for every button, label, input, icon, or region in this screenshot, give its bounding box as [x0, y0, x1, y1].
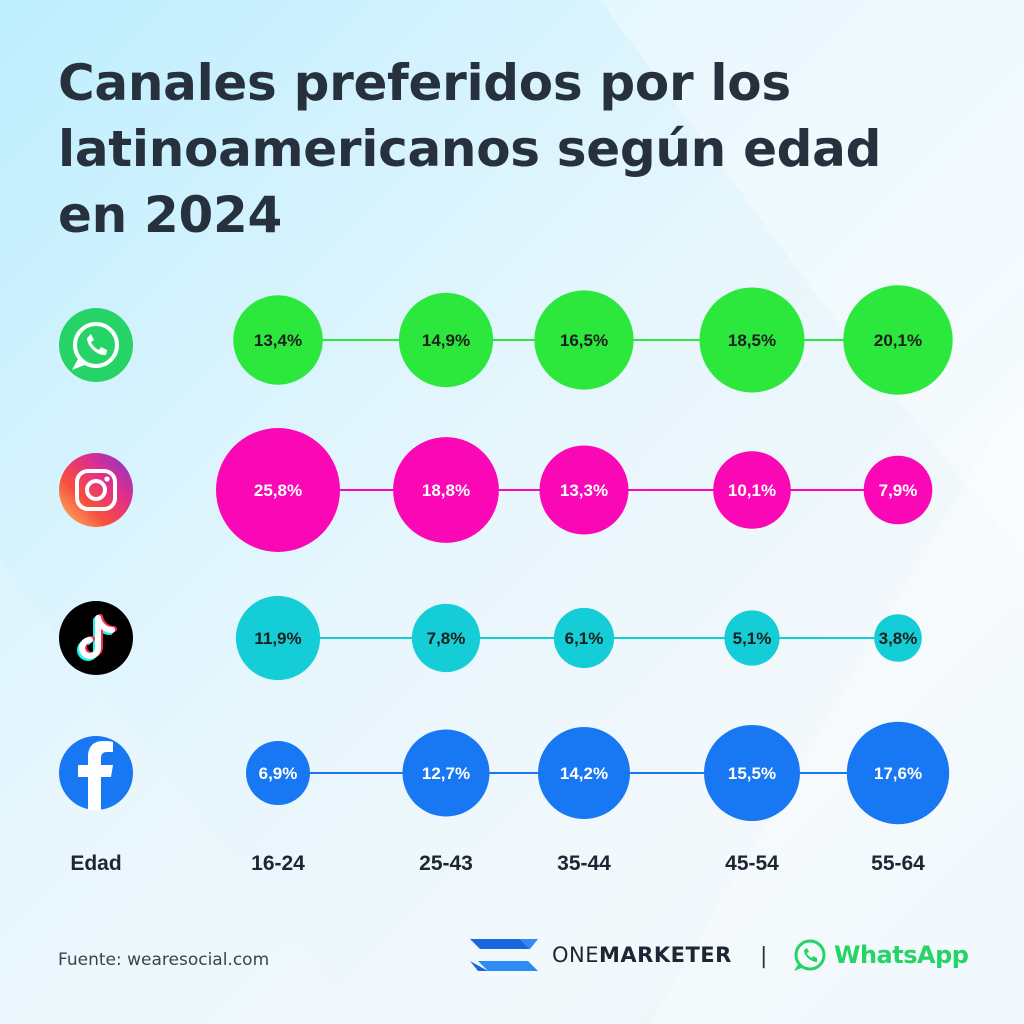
data-bubble [402, 729, 490, 817]
x-axis-label: Edad [70, 852, 121, 875]
data-bubble [398, 292, 494, 388]
data-label: 10,1% [728, 481, 776, 500]
chart-title: Canales preferidos por los latinoamerica… [58, 54, 882, 244]
series-row-tiktok: 11,9% 7,8% 6,1% 5,1% 3,8% [235, 595, 922, 681]
data-bubble [713, 451, 791, 529]
data-bubble [874, 614, 922, 662]
data-bubble [843, 285, 953, 395]
series-row-facebook: 6,9% 12,7% 14,2% 15,5% 17,6% [246, 721, 950, 825]
data-bubble [216, 428, 340, 552]
onemarketer-text-light: ONE [552, 943, 600, 967]
data-label: 18,8% [422, 481, 470, 500]
onemarketer-text-bold: MARKETER [599, 943, 732, 967]
brand-separator: | [760, 944, 768, 969]
data-label: 6,9% [259, 764, 298, 783]
data-bubble [534, 290, 634, 390]
x-tick-label: 16-24 [251, 852, 305, 875]
data-label: 25,8% [254, 481, 302, 500]
facebook-icon [59, 736, 133, 810]
series-row-whatsapp: 13,4% 14,9% 16,5% 18,5% 20,1% [233, 285, 953, 395]
data-label: 13,4% [254, 331, 302, 350]
data-label: 7,8% [427, 629, 466, 648]
tiktok-icon [59, 601, 133, 675]
x-tick-label: 55-64 [871, 852, 925, 875]
data-label: 11,9% [254, 629, 301, 648]
data-label: 20,1% [874, 331, 922, 350]
data-bubble [246, 741, 310, 805]
source-text: Fuente: wearesocial.com [58, 950, 270, 970]
data-bubble [235, 595, 321, 681]
data-label: 13,3% [560, 481, 608, 500]
data-label: 17,6% [874, 764, 922, 783]
data-label: 16,5% [560, 331, 608, 350]
x-tick-label: 25-43 [419, 852, 473, 875]
data-label: 3,8% [879, 629, 918, 648]
whatsapp-brand-text: WhatsApp [834, 941, 969, 969]
data-bubble [704, 725, 800, 821]
x-tick-label: 45-54 [725, 852, 779, 875]
data-bubble [393, 437, 499, 543]
x-tick-label: 35-44 [557, 852, 611, 875]
data-bubble [699, 287, 805, 393]
data-label: 15,5% [728, 764, 776, 783]
data-label: 5,1% [733, 629, 772, 648]
whatsapp-logo-icon [794, 939, 826, 971]
data-bubble [846, 721, 950, 825]
data-bubble [233, 295, 323, 385]
instagram-icon [59, 453, 133, 527]
series-row-instagram: 25,8% 18,8% 13,3% 10,1% 7,9% [216, 428, 933, 552]
data-label: 6,1% [565, 629, 604, 648]
data-bubble [411, 603, 481, 673]
data-label: 12,7% [422, 764, 470, 783]
whatsapp-brand: WhatsApp [792, 935, 969, 975]
data-bubble [553, 607, 615, 669]
data-bubble [724, 610, 780, 666]
data-bubble [863, 455, 933, 525]
onemarketer-brand: ONEMARKETER [468, 935, 732, 975]
data-label: 7,9% [879, 481, 918, 500]
data-bubble [539, 445, 629, 535]
data-label: 14,2% [560, 764, 608, 783]
data-bubble [538, 727, 630, 819]
onemarketer-logo-icon [470, 939, 538, 971]
whatsapp-icon [59, 308, 133, 382]
data-label: 14,9% [422, 331, 470, 350]
data-label: 18,5% [728, 331, 776, 350]
